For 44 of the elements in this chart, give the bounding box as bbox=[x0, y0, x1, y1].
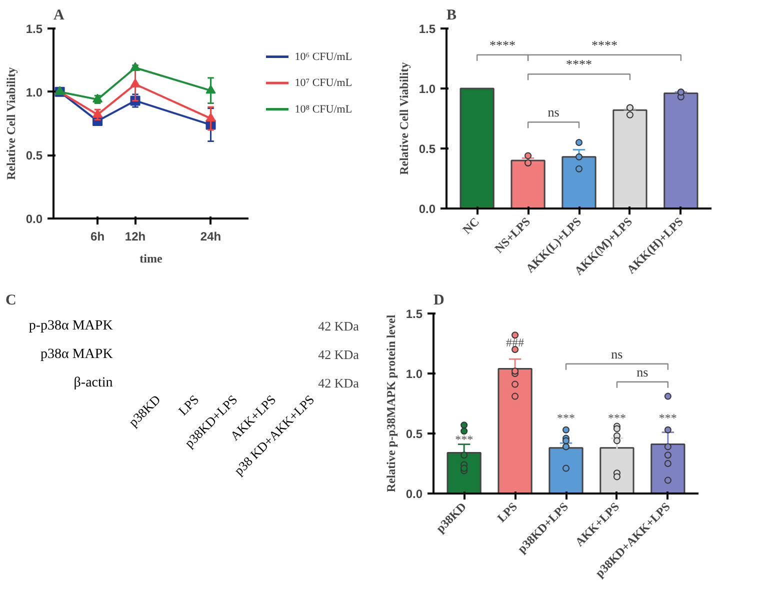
annotation: ns bbox=[636, 364, 648, 380]
y-tick-label: 0.5 bbox=[26, 148, 43, 163]
category-label: β-actin bbox=[74, 375, 113, 390]
y-tick-label: 0.5 bbox=[418, 142, 436, 156]
chart-title: D bbox=[434, 292, 444, 308]
chart-title: A bbox=[54, 8, 64, 24]
x-axis-title: time bbox=[140, 252, 163, 266]
y-tick-label: 1.0 bbox=[418, 82, 436, 96]
y-tick-label: 0.0 bbox=[26, 212, 43, 226]
category-label: p-p38α MAPK bbox=[28, 318, 113, 334]
annotation: **** bbox=[591, 38, 618, 52]
annotation: ### bbox=[506, 335, 524, 350]
annotation: **** bbox=[566, 56, 592, 72]
x-tick-label: 12h bbox=[124, 230, 146, 244]
y-axis-title: Relative p-p38MAPK protein level bbox=[384, 314, 398, 492]
y-tick-label: 0.0 bbox=[406, 487, 423, 501]
y-tick-label: 1.0 bbox=[26, 85, 43, 100]
y-tick-label: 1.5 bbox=[26, 22, 43, 36]
category-label: p38α MAPK bbox=[40, 346, 113, 362]
chart-title: B bbox=[446, 8, 457, 24]
annotation: *** bbox=[608, 410, 626, 425]
y-axis-title: Relative Cell Viability bbox=[396, 62, 411, 175]
text: 42 KDa bbox=[318, 318, 360, 334]
annotation: ns bbox=[548, 104, 560, 120]
annotation: *** bbox=[455, 432, 474, 446]
y-axis-title: Relative Cell Viability bbox=[4, 67, 18, 180]
text: 42 KDa bbox=[318, 346, 360, 362]
legend-label: 10⁶ CFU/mL bbox=[294, 50, 352, 63]
y-tick-label: 1.5 bbox=[418, 22, 436, 36]
legend-label: 10⁷ CFU/mL bbox=[294, 77, 352, 90]
annotation: *** bbox=[557, 410, 575, 425]
x-tick-label: NC bbox=[460, 214, 482, 237]
annotation: *** bbox=[658, 410, 677, 425]
y-tick-label: 1.5 bbox=[406, 307, 423, 321]
annotation: **** bbox=[490, 38, 516, 52]
text: C bbox=[6, 292, 16, 308]
text: 42 KDa bbox=[318, 375, 360, 390]
legend-label: 10⁸ CFU/mL bbox=[294, 103, 352, 116]
annotation: ns bbox=[611, 346, 623, 362]
y-tick-label: 1.0 bbox=[406, 367, 423, 381]
x-tick-label: 6h bbox=[90, 230, 105, 244]
y-tick-label: 0.5 bbox=[406, 427, 423, 441]
y-tick-label: 0.0 bbox=[418, 202, 436, 216]
x-tick-label: 24h bbox=[200, 230, 222, 244]
